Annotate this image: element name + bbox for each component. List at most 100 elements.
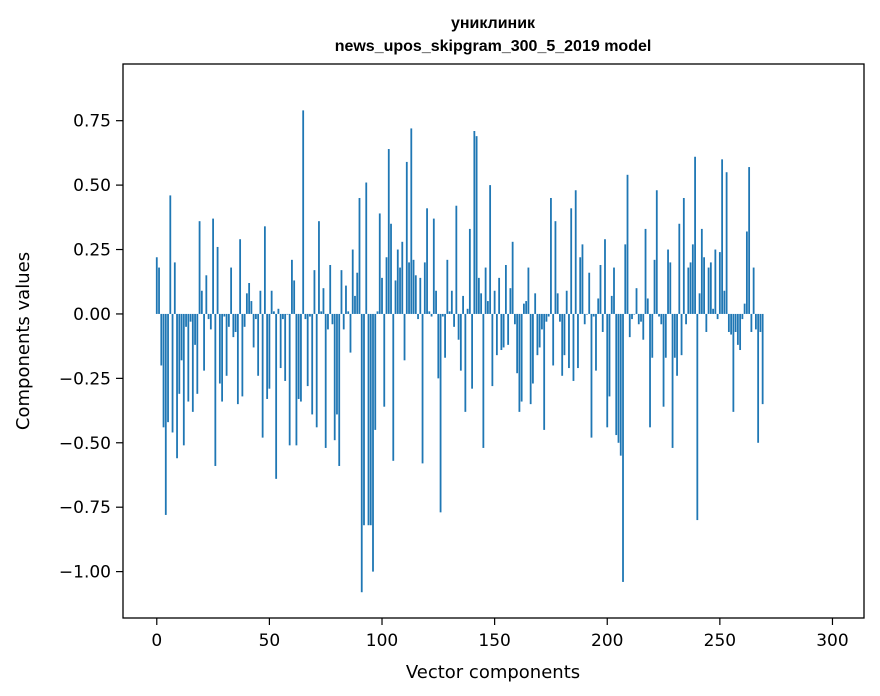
chart-title-line-2: news_upos_skipgram_300_5_2019 model — [335, 38, 652, 55]
bar-209 — [626, 174, 629, 314]
bar-115 — [414, 275, 417, 314]
bar-230 — [673, 313, 676, 358]
bar-87 — [351, 249, 354, 314]
bar-267 — [757, 313, 760, 443]
bar-82 — [340, 270, 343, 314]
bar-143 — [477, 277, 480, 314]
bar-58 — [286, 313, 289, 315]
bar-19 — [198, 221, 201, 314]
bar-66 — [304, 313, 307, 320]
bar-183 — [568, 313, 570, 369]
bar-246 — [709, 262, 712, 314]
bar-235 — [685, 313, 687, 325]
bar-31 — [225, 313, 228, 376]
bar-236 — [687, 267, 690, 314]
bar-177 — [554, 221, 557, 314]
bar-166 — [529, 313, 532, 405]
bar-241 — [698, 293, 701, 314]
bar-173 — [545, 313, 548, 322]
bar-49 — [266, 313, 269, 399]
bar-260 — [741, 313, 744, 320]
bar-71 — [315, 313, 318, 428]
bar-181 — [563, 313, 566, 356]
bar-239 — [694, 156, 696, 314]
bar-50 — [268, 313, 271, 389]
x-tick-label: 150 — [478, 631, 510, 651]
x-axis-label: Vector components — [406, 662, 580, 683]
bar-129 — [446, 259, 449, 314]
bar-178 — [556, 293, 559, 314]
y-tick-label: 0.75 — [73, 112, 111, 132]
bar-233 — [680, 313, 683, 356]
y-tick-label: −0.25 — [59, 369, 111, 389]
bar-44 — [254, 313, 257, 320]
bar-102 — [385, 257, 388, 314]
x-tick-label: 0 — [151, 631, 162, 651]
bar-9 — [176, 313, 178, 459]
bar-18 — [196, 313, 199, 394]
bar-107 — [396, 249, 399, 314]
bar-139 — [468, 228, 471, 314]
bar-197 — [599, 264, 602, 314]
bar-162 — [520, 313, 523, 402]
bar-219 — [649, 313, 651, 428]
bar-206 — [619, 313, 622, 456]
bar-190 — [583, 313, 586, 325]
bar-130 — [448, 311, 451, 314]
bar-189 — [581, 244, 584, 314]
bar-131 — [450, 290, 453, 314]
bar-92 — [363, 313, 365, 526]
bar-56 — [282, 313, 284, 320]
bar-100 — [381, 277, 383, 314]
bar-225 — [662, 313, 665, 407]
bar-78 — [331, 313, 334, 325]
bar-212 — [633, 313, 636, 315]
bar-176 — [552, 313, 555, 366]
bar-45 — [257, 313, 260, 376]
bar-146 — [484, 267, 487, 314]
y-tick-label: −0.75 — [59, 498, 111, 518]
bar-264 — [750, 313, 753, 332]
bar-4 — [164, 313, 167, 515]
bar-119 — [423, 262, 426, 314]
bar-135 — [459, 313, 462, 371]
bar-25 — [212, 218, 214, 314]
bar-269 — [761, 313, 764, 405]
bar-84 — [345, 285, 347, 314]
bar-213 — [635, 288, 638, 314]
bar-254 — [727, 313, 730, 332]
bar-81 — [338, 313, 341, 466]
bar-195 — [595, 313, 597, 371]
bar-128 — [444, 313, 446, 358]
bar-257 — [734, 313, 737, 332]
bar-77 — [329, 264, 332, 314]
bar-2 — [160, 313, 163, 366]
plot-frame — [122, 63, 865, 619]
bar-204 — [615, 313, 618, 436]
bar-68 — [309, 313, 311, 317]
bar-169 — [536, 313, 539, 356]
bar-34 — [232, 313, 235, 338]
bar-159 — [514, 313, 516, 325]
bar-64 — [300, 313, 302, 402]
bar-188 — [579, 257, 582, 314]
bar-32 — [227, 313, 230, 327]
bar-222 — [655, 190, 658, 314]
bar-187 — [577, 313, 579, 369]
bar-175 — [550, 197, 552, 314]
bar-205 — [617, 313, 620, 443]
bar-16 — [191, 313, 194, 412]
bar-227 — [667, 249, 669, 314]
bar-198 — [601, 313, 604, 332]
bar-8 — [173, 262, 176, 314]
bar-208 — [624, 244, 627, 314]
bar-240 — [696, 313, 699, 521]
bar-144 — [480, 293, 483, 314]
bar-3 — [162, 313, 165, 428]
x-tick-label: 50 — [259, 631, 281, 651]
y-axis-label: Components values — [13, 252, 34, 430]
bar-40 — [245, 293, 248, 314]
bar-73 — [320, 311, 323, 314]
bar-134 — [457, 313, 460, 340]
